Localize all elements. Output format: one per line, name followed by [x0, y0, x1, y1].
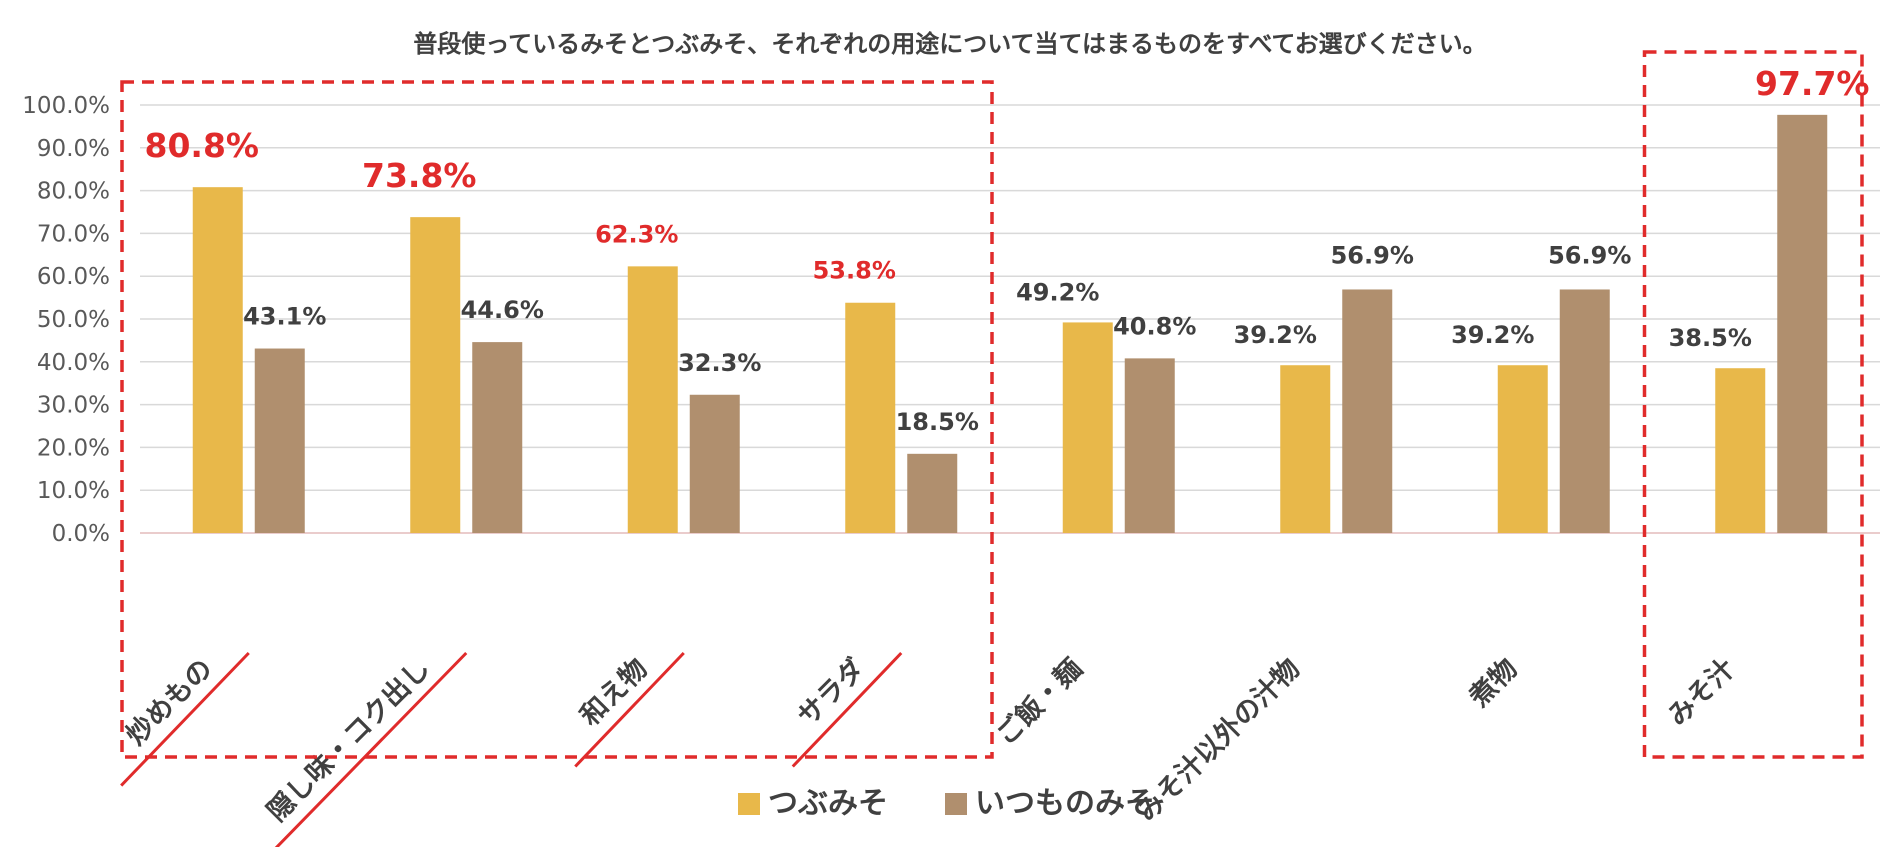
y-tick-label: 50.0% [37, 307, 110, 333]
legend: つぶみそ いつものみそ [738, 786, 1155, 821]
data-label: 39.2% [1451, 321, 1534, 349]
bar [1777, 114, 1828, 534]
data-label: 56.9% [1331, 241, 1414, 269]
bar [410, 217, 461, 534]
x-axis: 炒めもの 隠し味・コク出し 和え物 サラダ ご飯・麺 みそ汁以外の汁物 煮物 みそ汁 [120, 651, 1741, 847]
data-label: 73.8% [362, 156, 477, 195]
data-label: 97.7% [1755, 64, 1870, 103]
data-label: 38.5% [1669, 324, 1752, 352]
y-tick-label: 100.0% [22, 93, 110, 119]
data-label: 49.2% [1016, 278, 1099, 306]
bar [1497, 365, 1548, 533]
y-tick-label: 20.0% [37, 435, 110, 461]
category-underline [274, 651, 468, 847]
y-tick-label: 70.0% [37, 221, 110, 247]
bar [845, 302, 896, 533]
bar [627, 266, 678, 533]
x-tick-label: 和え物 [575, 653, 654, 732]
y-axis: 0.0% 10.0% 20.0% 30.0% 40.0% 50.0% 60.0% 70.0% 8… [22, 93, 110, 547]
bars [192, 114, 1828, 534]
x-tick-label: みそ汁以外の汁物 [1132, 653, 1307, 828]
data-label: 53.8% [813, 257, 896, 285]
x-tick-label: ご飯・麺 [990, 652, 1089, 751]
legend-swatch [945, 793, 967, 815]
data-label: 39.2% [1234, 321, 1317, 349]
data-label: 32.3% [678, 349, 761, 377]
data-label: 44.6% [461, 296, 544, 324]
y-tick-label: 40.0% [37, 350, 110, 376]
chart-title: 普段使っているみそとつぶみそ、それぞれの用途について当てはまるものをすべてお選び… [413, 30, 1486, 58]
data-label: 56.9% [1548, 241, 1631, 269]
x-tick-label: サラダ [791, 652, 871, 732]
bar [1715, 368, 1766, 533]
x-tick-label: 隠し味・コク出し [262, 653, 437, 828]
bar [1062, 322, 1113, 533]
data-label: 62.3% [595, 220, 678, 248]
y-tick-label: 90.0% [37, 136, 110, 162]
y-tick-label: 0.0% [52, 521, 110, 547]
category-underline [120, 651, 250, 787]
y-tick-label: 10.0% [37, 478, 110, 504]
value-labels: 80.8% 43.1% 73.8% 44.6% 62.3% 32.3% 53.8% 18.5%… [145, 64, 1870, 436]
bar [1280, 365, 1331, 533]
legend-swatch [738, 793, 760, 815]
y-tick-label: 80.0% [37, 179, 110, 205]
legend-label: つぶみそ [768, 786, 888, 821]
bar [689, 394, 740, 533]
highlight-boxes [120, 50, 1864, 759]
bar [472, 342, 523, 533]
y-tick-label: 30.0% [37, 393, 110, 419]
x-tick-label: みそ汁 [1662, 653, 1741, 732]
data-label: 40.8% [1113, 312, 1196, 340]
bar [907, 453, 958, 533]
bar [1124, 358, 1175, 533]
category-underline [574, 651, 685, 768]
category-underline [791, 651, 903, 768]
bar [254, 348, 305, 533]
legend-label: いつものみそ [975, 786, 1155, 821]
x-tick-label: 煮物 [1463, 653, 1524, 714]
data-label: 80.8% [145, 126, 260, 165]
bar [192, 187, 243, 533]
bar [1342, 289, 1393, 533]
highlight-box [120, 80, 994, 759]
y-tick-label: 60.0% [37, 264, 110, 290]
bar [1559, 289, 1610, 533]
highlight-box [1642, 50, 1864, 759]
data-label: 43.1% [243, 303, 326, 331]
data-label: 18.5% [896, 408, 979, 436]
